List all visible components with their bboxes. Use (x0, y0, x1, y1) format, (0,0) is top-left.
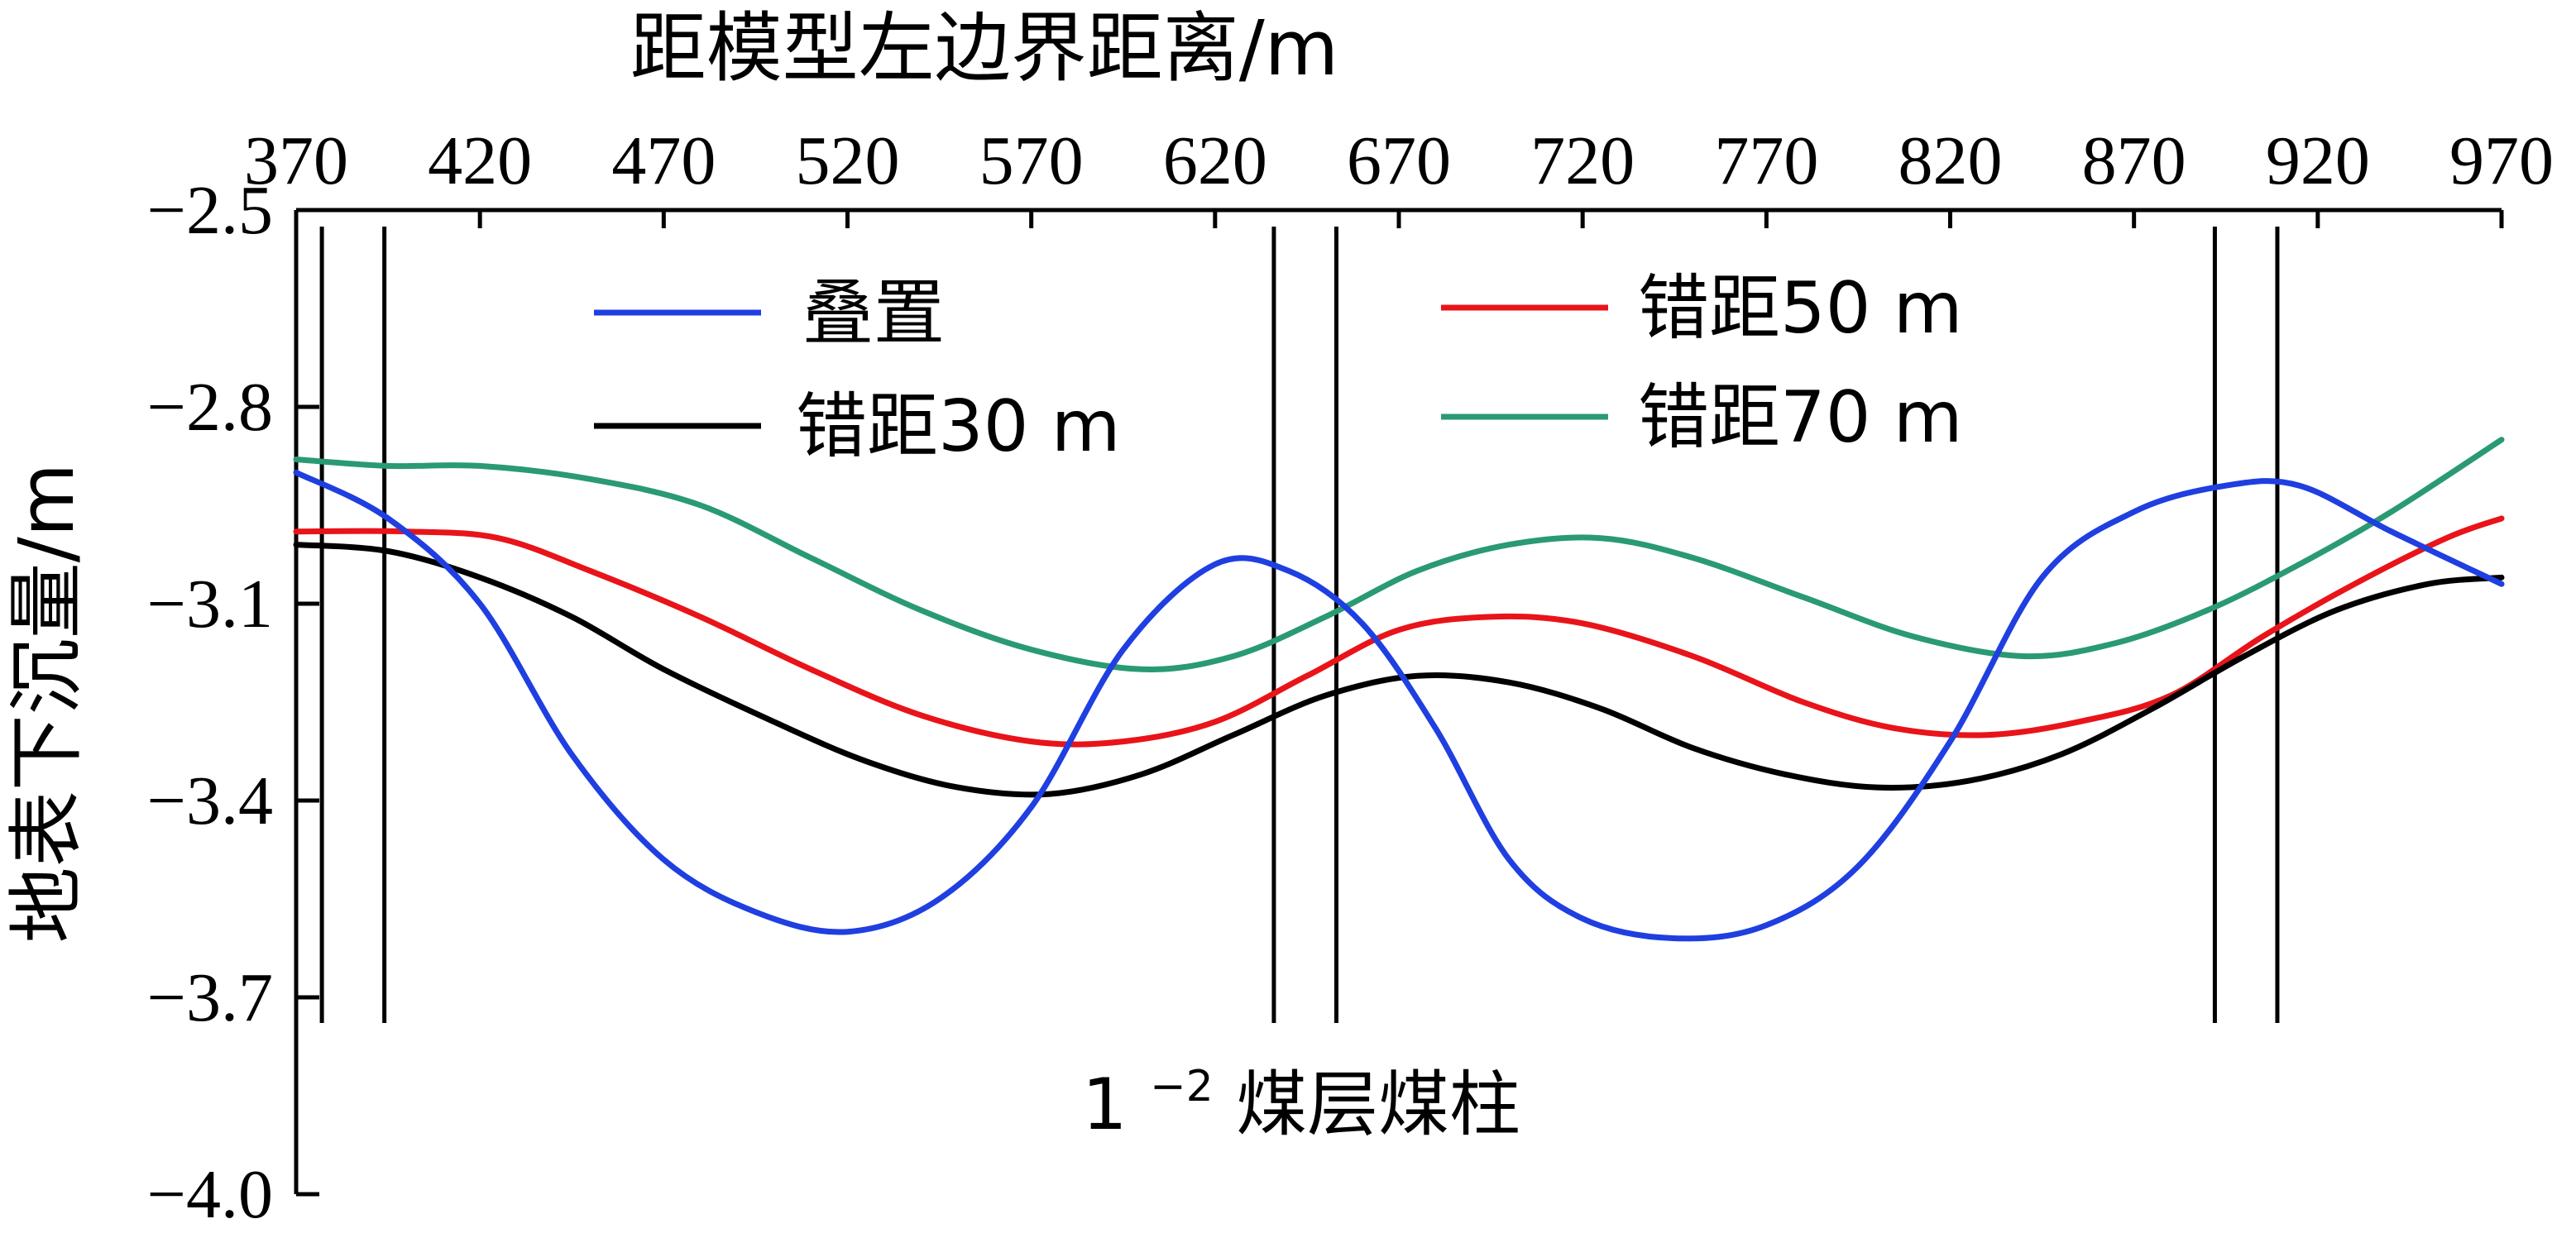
x-tick-label: 370 (244, 122, 348, 199)
legend: 叠置 错距30 m 错距50 m 错距70 m (594, 267, 1963, 468)
legend-label-offset-70: 错距70 m (1638, 376, 1963, 459)
series-line-overlay (293, 469, 2505, 942)
x-tick-label: 520 (796, 122, 900, 199)
y-axis-ticks: −2.5 −2.8 −3.1 −3.4 −3.7 −4.0 (147, 172, 319, 1233)
x-tick-label: 870 (2082, 122, 2186, 199)
annotation-superscript: −2 (1150, 1062, 1214, 1111)
x-tick-label: 420 (428, 122, 532, 199)
x-tick-label: 770 (1714, 122, 1818, 199)
series-line-offset-50 (293, 515, 2505, 748)
y-tick-label: −4.0 (147, 1156, 273, 1233)
y-axis-title: 地表下沉量/m (2, 463, 91, 944)
y-tick-label: −2.8 (147, 369, 273, 446)
legend-label-offset-30: 错距30 m (796, 385, 1121, 468)
y-tick-label: −3.7 (147, 959, 273, 1036)
legend-label-overlay: 叠置 (802, 272, 945, 355)
x-tick-label: 720 (1530, 122, 1635, 199)
legend-label-offset-50: 错距50 m (1638, 267, 1963, 350)
x-tick-label: 620 (1163, 122, 1267, 199)
x-axis-title: 距模型左边界距离/m (630, 4, 1339, 93)
x-axis-ticks: 370 420 470 520 570 620 670 720 770 820 870 920 970 (244, 122, 2554, 228)
y-tick-label: −2.5 (147, 172, 273, 249)
x-tick-label: 820 (1898, 122, 2003, 199)
x-tick-label: 970 (2449, 122, 2554, 199)
x-tick-label: 920 (2266, 122, 2370, 199)
coal-pillar-lines (319, 227, 2280, 1023)
x-tick-label: 570 (979, 122, 1084, 199)
y-tick-label: −3.1 (147, 566, 273, 643)
x-tick-label: 470 (611, 122, 716, 199)
x-tick-label: 670 (1347, 122, 1451, 199)
y-tick-label: −3.4 (147, 762, 273, 839)
annotation-rest: 煤层煤柱 (1236, 1064, 1520, 1146)
coal-pillar-annotation: 1 −2 煤层煤柱 (1082, 1035, 1520, 1146)
series-line-offset-30 (293, 542, 2505, 798)
series-line-offset-70 (293, 437, 2505, 672)
annotation-base: 1 (1082, 1064, 1128, 1146)
series-lines (293, 437, 2505, 942)
